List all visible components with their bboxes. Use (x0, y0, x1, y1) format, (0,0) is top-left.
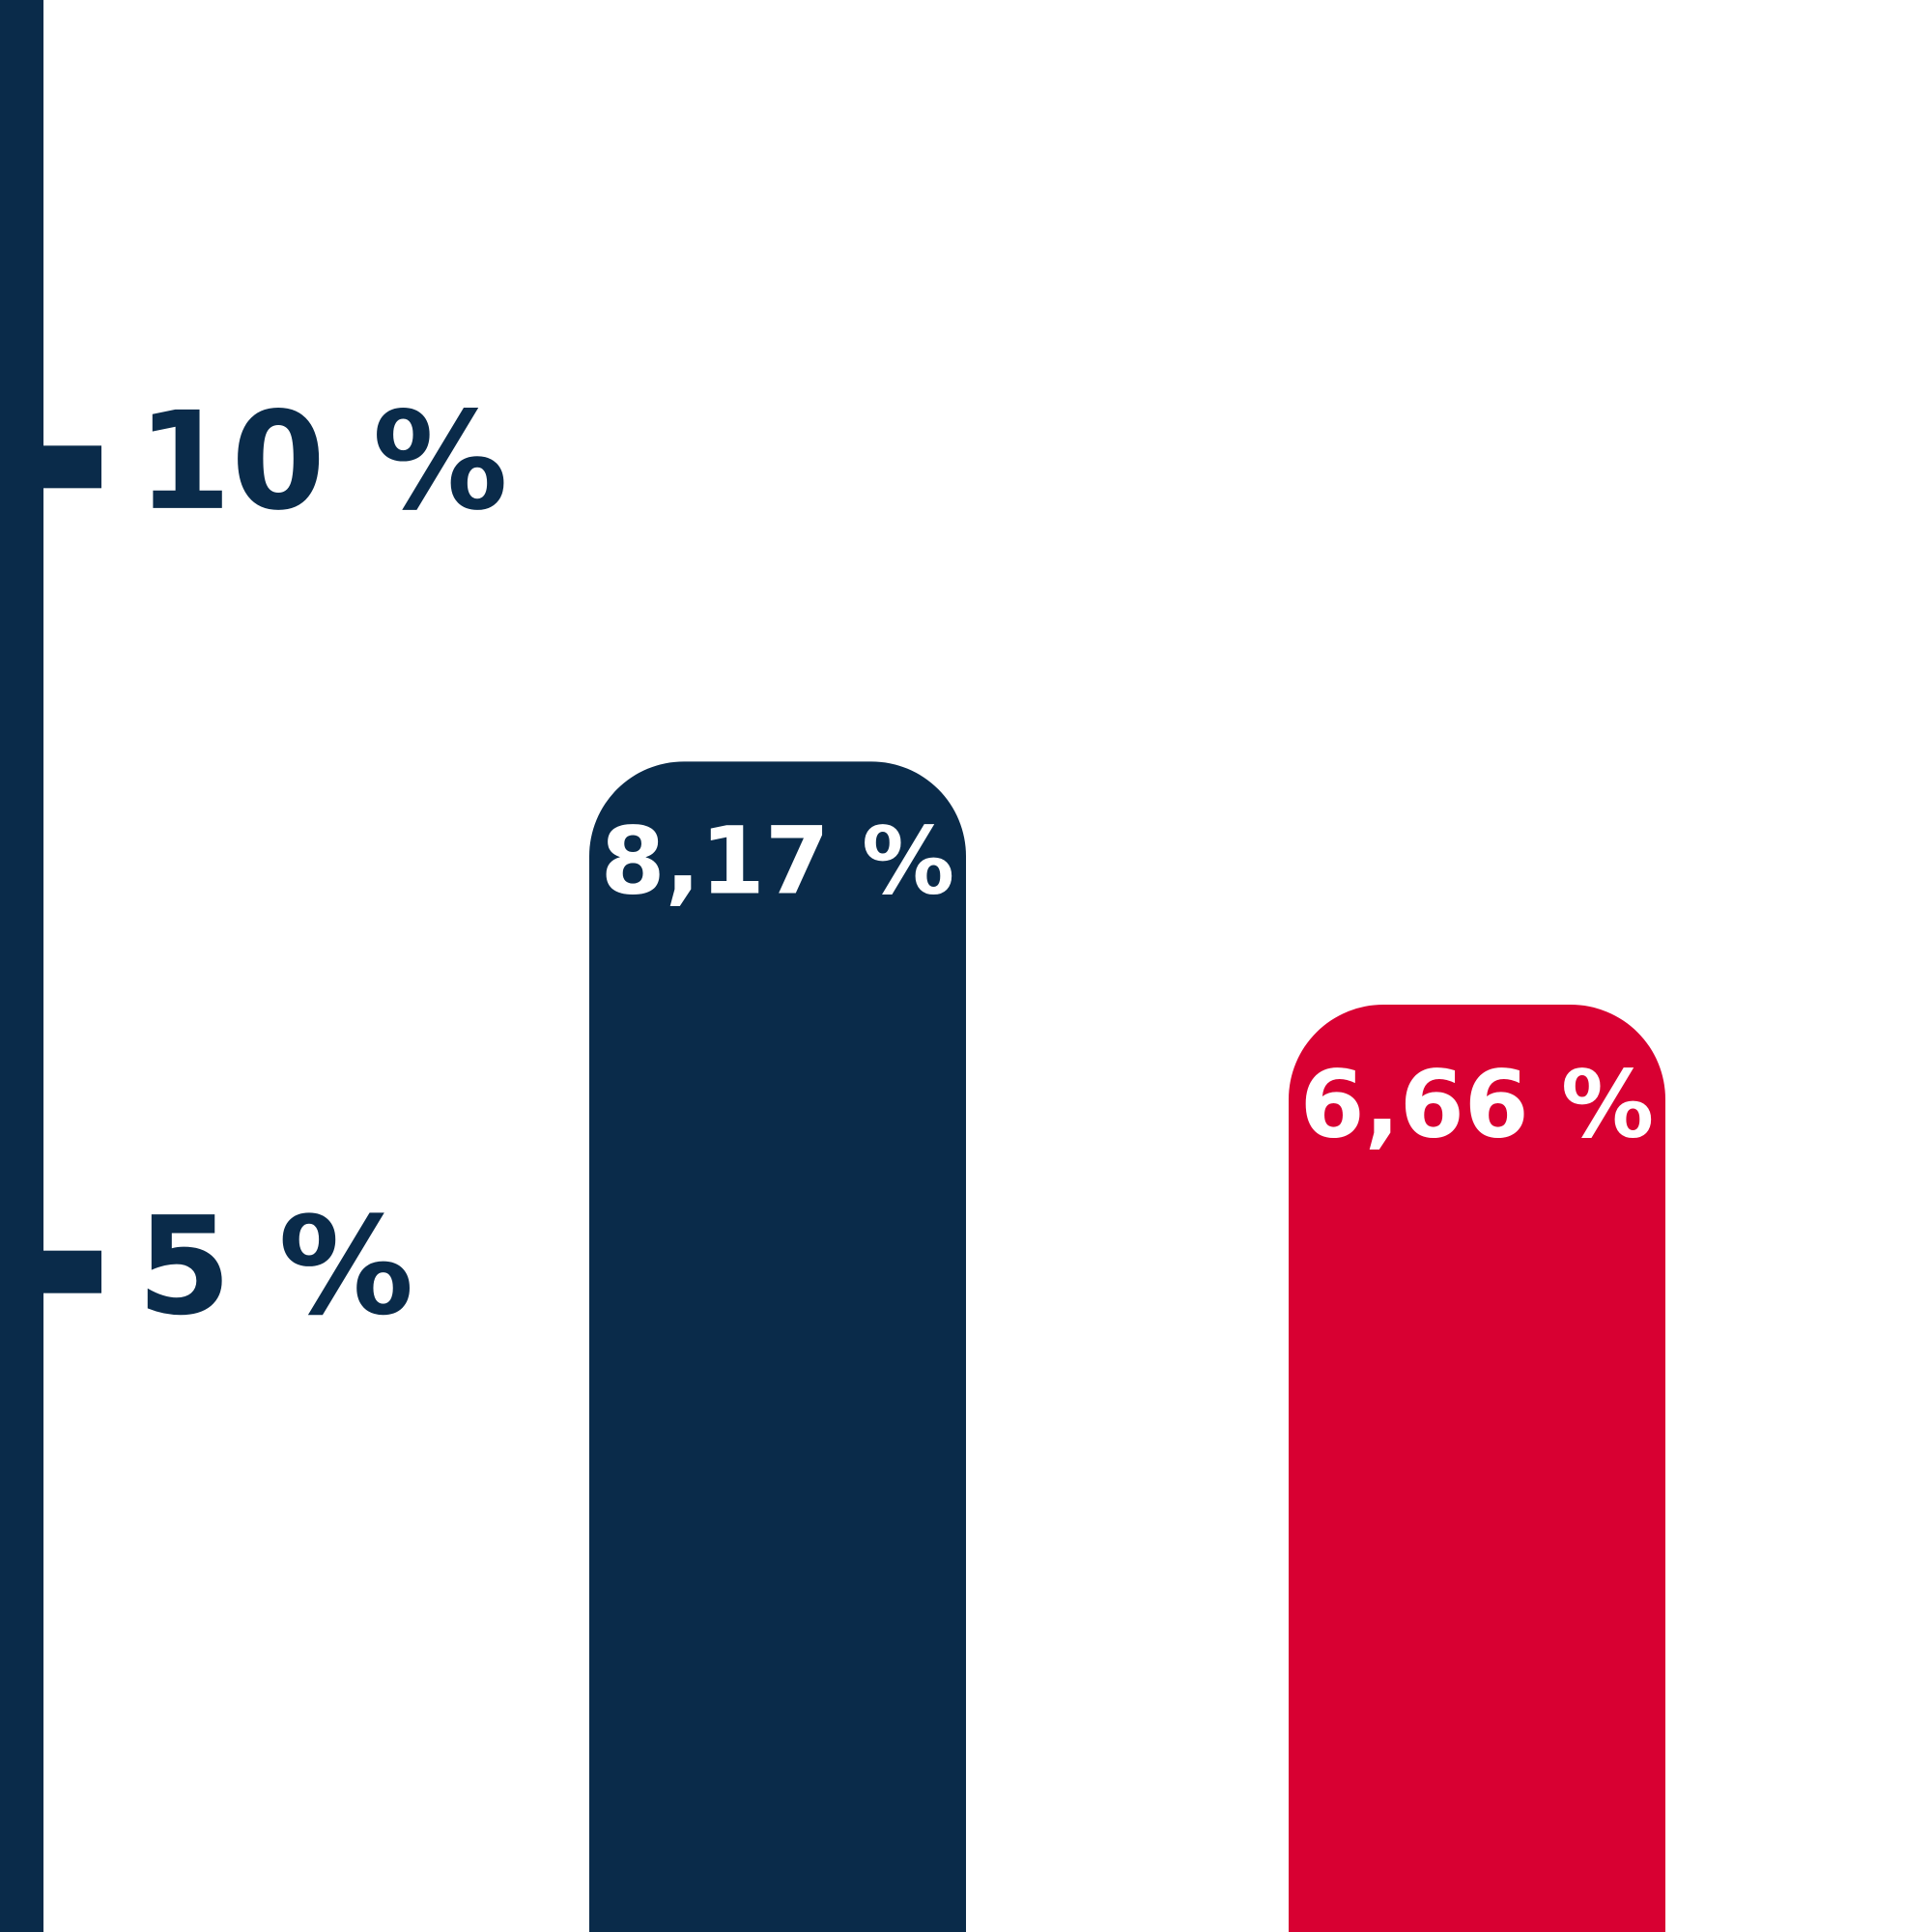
value-label: 6,66 % (1300, 1050, 1654, 1158)
y-tick-label: 5 % (137, 1188, 413, 1346)
bar (589, 761, 966, 1932)
bar (1289, 1005, 1665, 1932)
value-label: 8,17 % (601, 808, 954, 916)
y-axis-line (0, 0, 43, 1932)
tick-mark (39, 1250, 101, 1293)
y-tick-label: 10 % (137, 384, 508, 541)
tick-mark (39, 445, 101, 489)
